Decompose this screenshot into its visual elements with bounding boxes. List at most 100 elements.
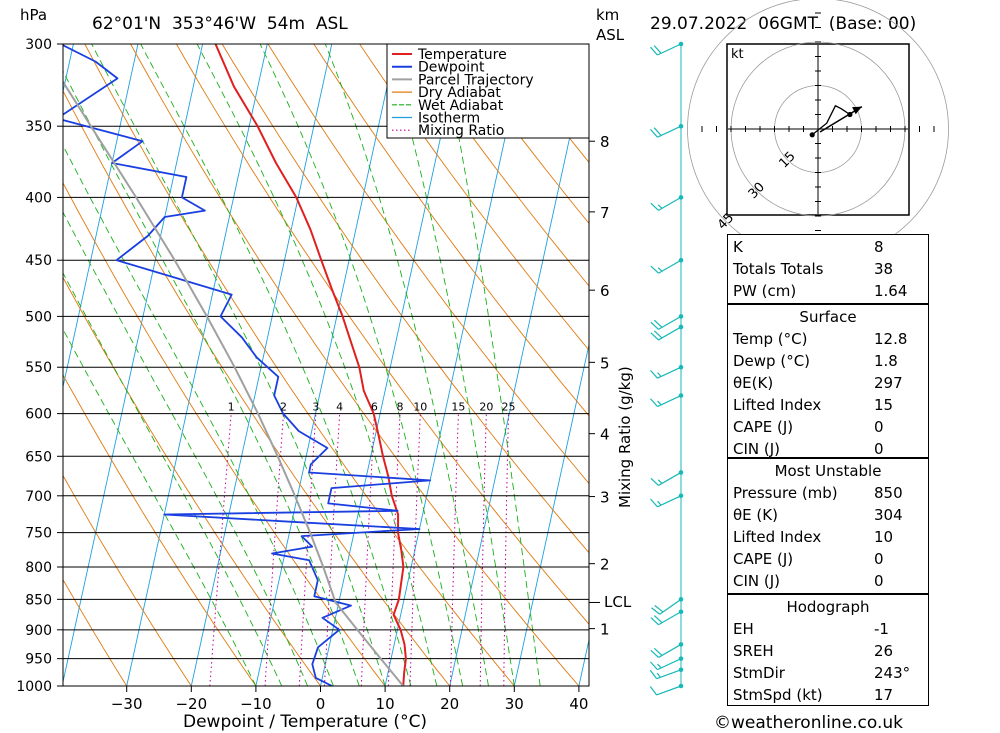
isotherm-line <box>190 44 333 686</box>
mixing-ratio-label: 2 <box>280 401 287 414</box>
legend-entry: Dewpoint <box>418 60 485 76</box>
wind-barb <box>650 41 684 56</box>
wind-barb-feather <box>650 398 658 407</box>
height-tick-label: 3 <box>600 489 610 507</box>
isotherm-line <box>0 44 9 686</box>
mu-row-cape: CAPE (J) 0 <box>733 550 884 568</box>
mixing-ratio-label: 8 <box>396 401 403 414</box>
legend-entry: Temperature <box>417 47 507 63</box>
wind-barb-feather <box>650 649 659 658</box>
hodograph-trace <box>811 104 851 136</box>
wind-barb-dot <box>678 123 684 129</box>
wet-adiabat-line <box>140 44 412 686</box>
wind-barb-feather <box>649 686 658 696</box>
legend-entry: Wet Adiabat <box>418 98 504 114</box>
temperature-tick-label: 40 <box>569 695 588 713</box>
pressure-tick-label: 850 <box>25 592 52 608</box>
temperature-line <box>214 44 407 686</box>
mixing-ratio-label: 3 <box>312 401 319 414</box>
mixing-ratio-labels: 1 2 3 4 6 8 10 15 20 25 <box>228 401 516 414</box>
wet-adiabat-line <box>324 44 489 686</box>
pressure-tick-label: 400 <box>25 190 52 206</box>
wind-barb-feather <box>657 400 662 406</box>
wind-barb-feather <box>650 321 659 330</box>
isotherm-line <box>384 44 527 686</box>
mixing-ratio-line <box>298 413 317 686</box>
surface-row-thetae: θE(K) 297 <box>733 374 903 392</box>
temperature-tick-label: 10 <box>376 695 395 713</box>
pressure-tick-label: 650 <box>25 449 52 465</box>
wind-barb-staff <box>658 643 682 658</box>
wind-barb-staff <box>657 125 682 138</box>
mixing-ratio-label: 6 <box>371 401 378 414</box>
wet-adiabat-line <box>63 70 360 686</box>
height-tick-label: 4 <box>600 426 610 444</box>
mu-row-li: Lifted Index 10 <box>733 528 894 546</box>
height-tick-label: 1 <box>600 621 610 639</box>
wind-barb-staff <box>656 669 682 680</box>
wind-barb-staff <box>658 196 682 211</box>
height-tick-label: 6 <box>600 282 610 300</box>
dry-adiabat-line <box>450 44 589 225</box>
pressure-tick-label: 800 <box>25 560 52 576</box>
pressure-tick-label: 700 <box>25 489 52 505</box>
legend-entry: Isotherm <box>418 111 480 127</box>
wind-barb <box>651 597 684 615</box>
surface-row-cape: CAPE (J) 0 <box>733 418 884 436</box>
mixing-ratio-line <box>209 413 232 686</box>
pressure-tick-label: 950 <box>25 652 52 668</box>
isotherm-line <box>126 44 268 686</box>
hodo-row-sreh: SREH 26 <box>733 642 894 660</box>
wind-barb <box>650 314 684 330</box>
most-unstable-box: Most Unstable Pressure (mb) 850 θE (K) 304… <box>727 458 929 594</box>
wind-barbs <box>649 41 684 696</box>
isotherm-line <box>63 44 139 389</box>
height-tick-label: 2 <box>600 556 610 574</box>
run-datetime: 29.07.2022 06GMT (Base: 00) <box>650 14 916 34</box>
wind-barb-feather <box>650 332 659 341</box>
pressure-tick-label: 900 <box>25 623 52 639</box>
wet-adiabat-line <box>63 144 334 686</box>
most-unstable-title: Most Unstable <box>774 462 882 480</box>
wind-barb-staff <box>657 658 682 671</box>
wind-barb-feather <box>650 46 658 56</box>
hodograph-title: Hodograph <box>786 598 870 616</box>
dry-adiabat-line <box>221 44 589 554</box>
mu-row-thetae: θE (K) 304 <box>733 506 903 524</box>
pressure-tick-label: 750 <box>25 526 52 542</box>
wind-barb-staff <box>657 366 682 379</box>
mu-row-pressure: Pressure (mb) 850 <box>733 484 903 502</box>
mu-row-cin: CIN (J) 0 <box>733 572 884 590</box>
wind-barb-feather <box>650 202 659 211</box>
legend-entry: Dry Adiabat <box>418 85 501 101</box>
wind-barb-staff <box>659 598 682 615</box>
wind-barb-staff <box>657 394 682 408</box>
km-unit: km <box>596 6 619 24</box>
wind-barb-feather <box>650 498 658 508</box>
pressure-tick-label: 300 <box>25 37 52 53</box>
parcel-trajectory-line <box>63 79 404 686</box>
temperature-tick-label: −20 <box>175 695 207 713</box>
temperature-tick-label: −10 <box>240 695 272 713</box>
height-tick-label: 5 <box>600 354 610 372</box>
wind-barb-feather <box>653 615 663 624</box>
isotherm-line <box>513 342 589 686</box>
lcl-label: LCL <box>604 593 632 611</box>
mixing-ratio-line <box>264 413 284 686</box>
wind-barb-staff <box>658 611 682 626</box>
wind-barb-feather <box>650 128 658 138</box>
hodo-row-stmdir: StmDir 243° <box>733 664 911 682</box>
wind-barb-feather <box>653 45 662 54</box>
wind-barb-staff <box>658 259 682 274</box>
wind-barb-feather <box>654 605 664 613</box>
isotherm-line <box>63 44 204 684</box>
pressure-tick-label: 550 <box>25 360 52 376</box>
pressure-tick-label: 600 <box>25 407 52 423</box>
wind-barb-feather <box>653 330 663 339</box>
pressure-tick-label: 350 <box>25 119 52 135</box>
wet-adiabat-line <box>259 44 464 686</box>
wind-barb <box>650 393 684 408</box>
